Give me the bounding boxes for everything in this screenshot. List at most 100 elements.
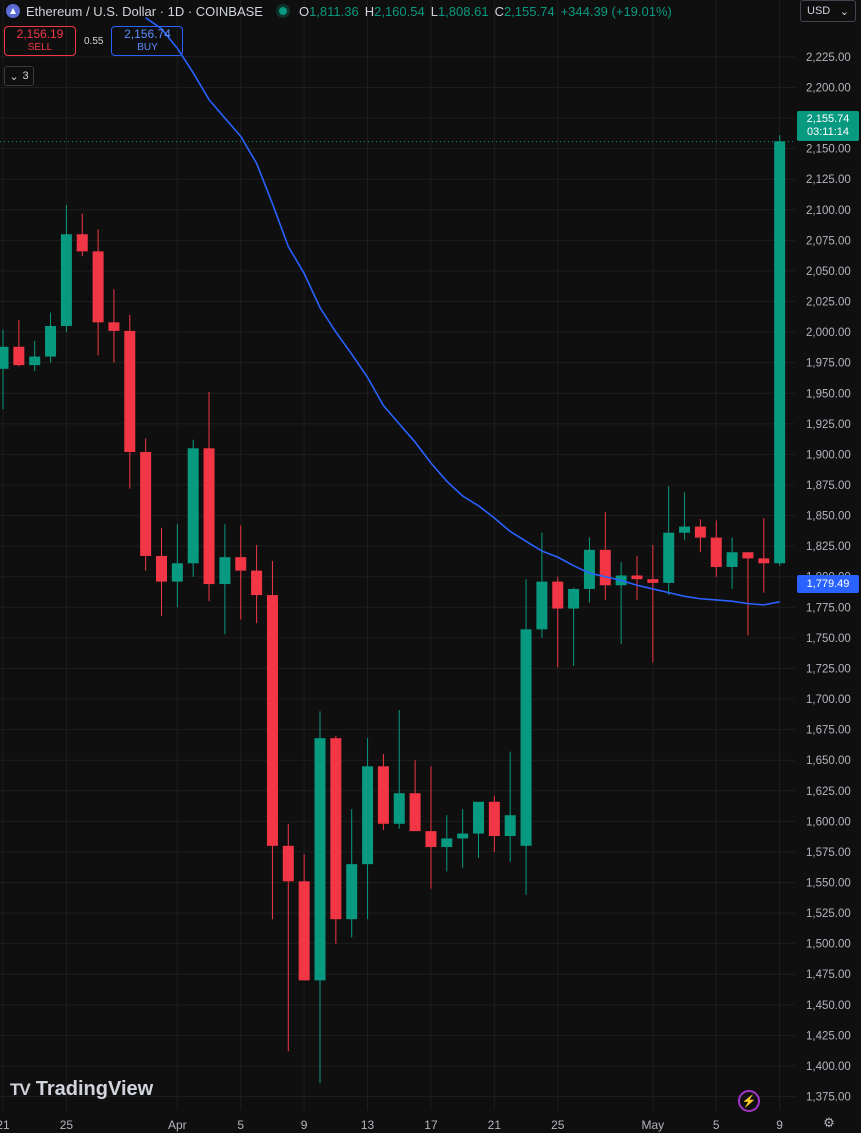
y-tick-label: 2,025.00 (806, 297, 851, 309)
candle[interactable] (0, 329, 9, 410)
gear-icon[interactable]: ⚙ (823, 1115, 835, 1130)
symbol-title[interactable]: Ethereum / U.S. Dollar · 1D · COINBASE (26, 3, 263, 19)
candle[interactable] (774, 135, 786, 566)
candle-body (679, 526, 691, 533)
candle[interactable] (13, 319, 25, 367)
candle[interactable] (108, 289, 120, 363)
candle[interactable] (203, 392, 215, 602)
candle-body (60, 234, 72, 326)
y-tick-label: 1,900.00 (806, 449, 851, 461)
candle[interactable] (599, 511, 611, 600)
candle[interactable] (679, 492, 691, 541)
candle[interactable] (282, 823, 294, 1052)
candle[interactable] (631, 555, 643, 600)
candle[interactable] (346, 809, 358, 938)
y-tick-label: 1,750.00 (806, 633, 851, 645)
y-tick-label: 1,775.00 (806, 602, 851, 614)
candle-body (552, 581, 564, 609)
y-tick-label: 1,550.00 (806, 878, 851, 890)
candle[interactable] (393, 710, 405, 829)
candle[interactable] (647, 544, 659, 663)
candle[interactable] (758, 518, 770, 593)
sell-label: SELL (27, 42, 53, 53)
candle[interactable] (266, 560, 278, 920)
candle-body (187, 448, 199, 564)
candle-body (140, 451, 152, 556)
candle[interactable] (694, 519, 706, 553)
y-tick-label: 1,725.00 (806, 663, 851, 675)
candle[interactable] (187, 439, 199, 577)
y-tick-label: 1,625.00 (806, 786, 851, 798)
candle[interactable] (362, 738, 374, 920)
y-tick-label: 2,000.00 (806, 327, 851, 339)
candle[interactable] (140, 438, 152, 571)
candle[interactable] (124, 314, 136, 489)
sell-button[interactable]: 2,156.19 SELL (4, 26, 76, 56)
candle[interactable] (583, 537, 595, 603)
ohlc-high-key: H (364, 3, 375, 19)
y-tick-label: 1,700.00 (806, 694, 851, 706)
y-tick-label: 1,400.00 (806, 1061, 851, 1073)
candle[interactable] (615, 562, 627, 644)
currency-select[interactable]: USD ⌄ (800, 0, 856, 22)
candle[interactable] (504, 751, 516, 862)
go-to-realtime-icon[interactable]: ⚡ (738, 1090, 760, 1112)
candle[interactable] (568, 587, 580, 667)
candle[interactable] (742, 552, 754, 636)
candle-body (488, 801, 500, 837)
candle[interactable] (314, 711, 326, 1084)
brand-name: TradingView (35, 1078, 154, 1100)
candle[interactable] (377, 754, 389, 830)
candle[interactable] (409, 760, 421, 832)
candle[interactable] (251, 544, 263, 624)
candle[interactable] (457, 809, 469, 868)
x-tick-label: 9 (301, 1118, 308, 1132)
candle[interactable] (29, 340, 41, 372)
y-tick-label: 2,050.00 (806, 266, 851, 278)
candle[interactable] (726, 537, 738, 589)
candle-body (362, 766, 374, 865)
candle[interactable] (60, 204, 72, 333)
candle-body (124, 330, 136, 452)
candle[interactable] (235, 525, 247, 620)
ethereum-logo-icon (6, 4, 20, 18)
ohlc-values: O1,811.36 H2,160.54 L1,808.61 C2,155.74 … (299, 4, 672, 19)
y-tick-label: 1,450.00 (806, 1000, 851, 1012)
y-tick-label: 1,425.00 (806, 1030, 851, 1042)
x-tick-label: 17 (424, 1118, 438, 1132)
candle[interactable] (156, 527, 167, 616)
y-tick-label: 1,575.00 (806, 847, 851, 859)
candle[interactable] (552, 576, 564, 668)
candle-body (314, 738, 326, 981)
y-tick-label: 1,875.00 (806, 480, 851, 492)
candle[interactable] (663, 486, 675, 596)
candle[interactable] (441, 815, 453, 872)
candle[interactable] (473, 801, 484, 859)
x-tick-label: 21 (488, 1118, 502, 1132)
ohlc-open-value: 1,811.36 (309, 3, 359, 19)
candle[interactable] (171, 524, 183, 608)
candle-body (282, 845, 294, 882)
candle[interactable] (330, 735, 342, 944)
candle-body (742, 552, 754, 559)
candle[interactable] (45, 312, 57, 363)
candle[interactable] (425, 766, 437, 889)
x-tick-label: 21 (0, 1118, 10, 1132)
y-tick-label: 1,825.00 (806, 541, 851, 553)
candle[interactable] (710, 520, 722, 577)
indicators-toggle-button[interactable]: ⌄ 3 (4, 66, 34, 86)
y-tick-label: 2,150.00 (806, 144, 851, 156)
candle[interactable] (76, 213, 88, 257)
candle[interactable] (520, 579, 532, 895)
buy-button[interactable]: 2,156.74 BUY (111, 26, 184, 56)
candle[interactable] (92, 229, 104, 356)
y-tick-label: 1,925.00 (806, 419, 851, 431)
candle-body (76, 234, 88, 252)
y-tick-label: 2,075.00 (806, 235, 851, 247)
candle[interactable] (219, 524, 231, 635)
ohlc-close-value: 2,155.74 (503, 3, 555, 19)
candle[interactable] (488, 795, 500, 852)
chevron-down-icon: ⌄ (839, 5, 849, 18)
candle[interactable] (298, 854, 310, 981)
